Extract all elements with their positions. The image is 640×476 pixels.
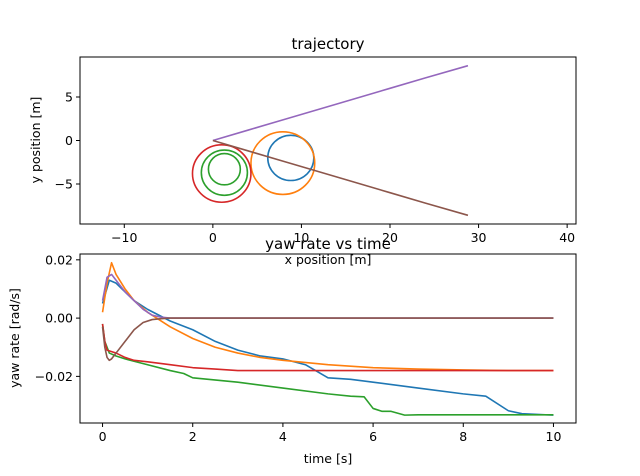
yaw-rate-xtick-label: 10: [546, 429, 562, 444]
yaw-rate-plot-frame: [79, 253, 577, 424]
yaw-rate-series-1: [101, 261, 554, 372]
trajectory-series-3: [207, 152, 242, 186]
trajectory-series-2: [200, 149, 249, 197]
trajectory-ytick-label: 0: [65, 133, 73, 148]
yaw-rate-xtick-label: 0: [99, 429, 107, 444]
yaw-rate-series-0: [101, 279, 554, 416]
trajectory-ticks: −10 0 10 20 30 40 −5 0 5: [55, 90, 576, 245]
yaw-rate-ytick-label: 0.00: [45, 311, 73, 326]
trajectory-xtick-label: 20: [382, 230, 398, 245]
trajectory-series-5: [212, 64, 469, 142]
yaw-rate-xtick-label: 4: [279, 429, 287, 444]
trajectory-xtick-label: −10: [111, 230, 137, 245]
trajectory-xlabel: x position [m]: [285, 252, 372, 267]
trajectory-xtick-label: 10: [293, 230, 309, 245]
yaw-rate-xtick-label: 6: [369, 429, 377, 444]
yaw-rate-ticks: 0 2 4 6 8 10 −0.02 0.00 0.02: [35, 252, 562, 444]
trajectory-plot-frame: [79, 56, 577, 225]
yaw-rate-ytick-label: 0.02: [45, 252, 73, 267]
yaw-rate-ylabel: yaw rate [rad/s]: [7, 288, 22, 388]
trajectory-series-1: [250, 131, 316, 196]
yaw-rate-title: yaw rate vs time: [265, 235, 391, 253]
yaw-rate-xlabel: time [s]: [304, 451, 352, 466]
trajectory-xtick-label: 0: [209, 230, 217, 245]
yaw-rate-series-group: [101, 261, 554, 416]
trajectory-series-4: [191, 144, 252, 204]
yaw-rate-series-5: [101, 317, 554, 362]
trajectory-ylabel: y position [m]: [28, 97, 43, 184]
trajectory-ytick-label: 5: [65, 90, 73, 105]
yaw-rate-series-3: [101, 323, 554, 372]
yaw-rate-xtick-label: 8: [459, 429, 467, 444]
yaw-rate-series-2: [101, 323, 554, 416]
trajectory-xtick-label: 30: [471, 230, 487, 245]
yaw-rate-axes: 0 2 4 6 8 10 −0.02 0.00 0.02 yaw rate vs time ti…: [7, 235, 577, 466]
trajectory-series-group: [191, 64, 469, 217]
yaw-rate-xtick-label: 2: [189, 429, 197, 444]
trajectory-xtick-label: 40: [559, 230, 575, 245]
yaw-rate-ytick-label: −0.02: [35, 369, 73, 384]
trajectory-series-6: [212, 139, 469, 217]
trajectory-axes: −10 0 10 20 30 40 −5 0 5 trajectory x position […: [28, 35, 577, 267]
trajectory-ytick-label: −5: [55, 176, 73, 191]
trajectory-title: trajectory: [292, 35, 365, 53]
yaw-rate-series-4: [101, 273, 554, 319]
